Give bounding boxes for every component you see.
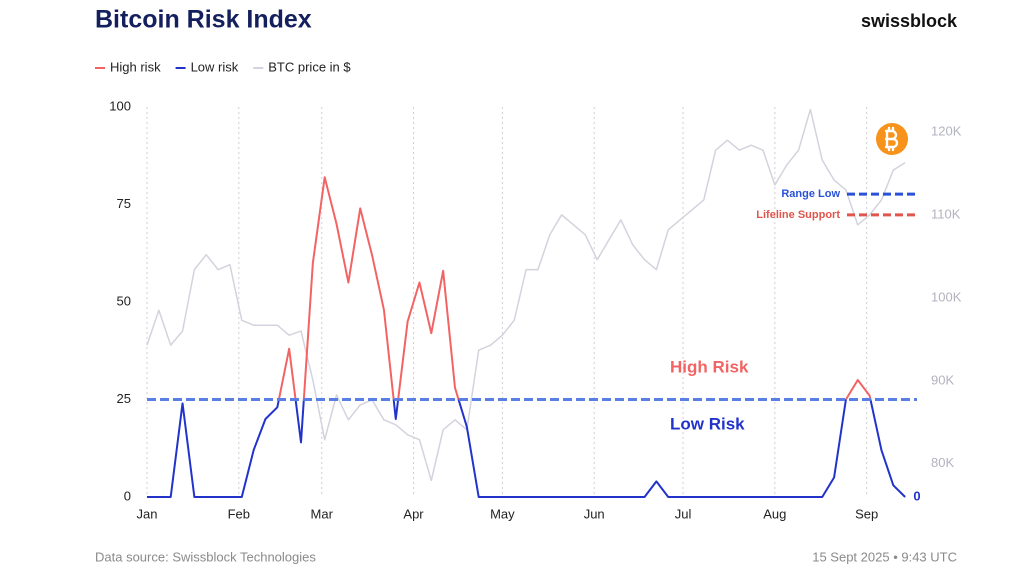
- level-label: Range Low: [781, 188, 840, 200]
- legend-label: Low risk: [191, 59, 239, 74]
- overlay-layer: Range Low Lifeline Support High Risk Low Ri…: [95, 59, 921, 503]
- y2-tick-label: 80K: [931, 455, 954, 470]
- y-tick-label: 25: [117, 391, 131, 406]
- x-tick-label: Feb: [228, 506, 250, 521]
- grid-layer: Jan Feb Mar Apr May Jun Jul Aug Sep 0 25 50 75 100 80K…: [109, 98, 961, 521]
- annotation: Low Risk: [670, 414, 745, 433]
- timestamp: 15 Sept 2025 • 9:43 UTC: [812, 549, 957, 564]
- x-tick-label: Jul: [675, 506, 692, 521]
- series-line: [146, 108, 906, 482]
- source-note: Data source: Swissblock Technologies: [95, 549, 316, 564]
- x-tick-label: Apr: [403, 506, 424, 521]
- x-tick-label: Jan: [137, 506, 158, 521]
- brand: swissblock: [861, 11, 958, 31]
- y2-tick-label: 110K: [931, 206, 961, 221]
- y2-tick-label: 120K: [931, 123, 962, 138]
- x-tick-label: Sep: [855, 506, 878, 521]
- legend-label: BTC price in $: [268, 59, 351, 74]
- y-tick-label: 0: [124, 488, 131, 503]
- y-tick-label: 50: [117, 293, 131, 308]
- annotation: High Risk: [670, 357, 749, 376]
- level-label: Lifeline Support: [756, 209, 840, 221]
- series-line: [277, 176, 872, 400]
- x-tick-label: May: [490, 506, 515, 521]
- series-line: [147, 399, 906, 498]
- y-tick-label: 75: [117, 196, 131, 211]
- legend-label: High risk: [110, 59, 161, 74]
- data-label: 0: [913, 488, 920, 503]
- x-tick-label: Mar: [311, 506, 334, 521]
- lines-layer: [146, 108, 906, 498]
- icon-glyph: [884, 126, 899, 152]
- y2-tick-label: 90K: [931, 372, 954, 387]
- y-tick-label: 100: [109, 98, 131, 113]
- chart-title: Bitcoin Risk Index: [95, 6, 312, 34]
- y2-tick-label: 100K: [931, 289, 962, 304]
- bitcoin-icon: [876, 123, 908, 155]
- x-tick-label: Jun: [584, 506, 605, 521]
- x-tick-label: Aug: [763, 506, 786, 521]
